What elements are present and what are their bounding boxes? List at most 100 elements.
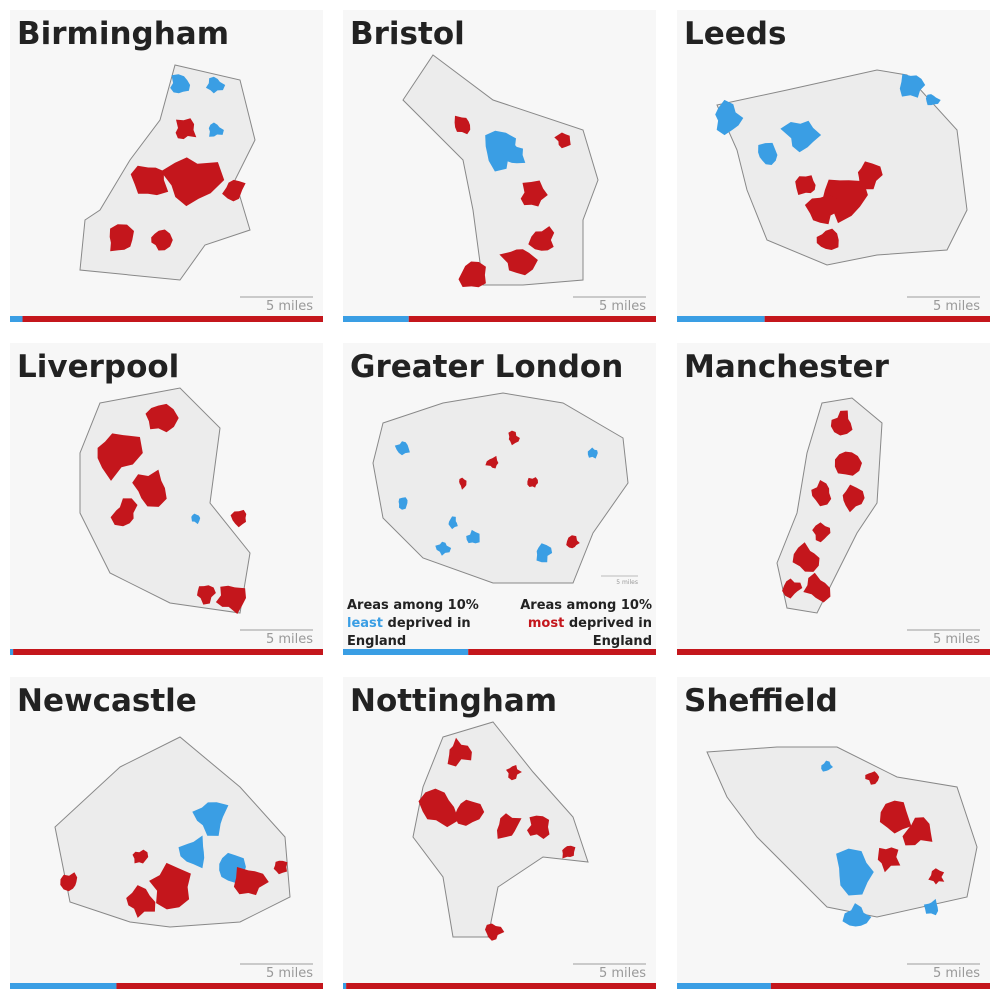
area [899, 73, 926, 98]
least-bar [10, 649, 14, 655]
area [151, 229, 173, 251]
least-bar [677, 316, 765, 322]
area [178, 835, 205, 869]
area [804, 194, 842, 225]
scale-label: 5 miles [266, 632, 313, 647]
area [520, 180, 548, 207]
area [191, 513, 201, 525]
panel: Bristol 5 miles [343, 10, 656, 322]
area [803, 572, 831, 603]
area [834, 451, 862, 476]
area [208, 122, 224, 137]
most-bar [346, 983, 656, 989]
panel-title: Sheffield [684, 683, 838, 719]
area [160, 157, 225, 207]
panel-title: Newcastle [17, 683, 197, 719]
area [527, 477, 538, 488]
area [528, 226, 555, 251]
area [418, 788, 459, 828]
map-outline [716, 69, 968, 266]
panel-title: Leeds [684, 16, 786, 52]
area [925, 94, 941, 106]
panel: Manchester 5 miles [677, 343, 990, 655]
area [466, 529, 480, 544]
least-bar [343, 316, 409, 322]
area [110, 498, 138, 527]
least-bar [10, 983, 117, 989]
area [447, 737, 472, 767]
legend-text: deprived in [569, 616, 652, 631]
area [758, 142, 778, 165]
area [527, 815, 550, 839]
panel: Greater London 5 miles Areas among 10% leas… [343, 343, 656, 655]
area [485, 455, 499, 469]
most-bar [116, 983, 323, 989]
scale-label: 5 miles [933, 299, 980, 314]
panel: Newcastle 5 miles [10, 677, 323, 989]
area [792, 542, 820, 572]
area [222, 179, 246, 202]
map-outline [372, 392, 629, 584]
most-bar [677, 649, 990, 655]
area [715, 99, 744, 136]
area [175, 118, 197, 140]
area [132, 469, 167, 507]
area [130, 165, 169, 196]
most-bar [468, 649, 656, 655]
legend-text: Areas among 10% [347, 598, 479, 613]
area [836, 848, 874, 896]
panel: Leeds 5 miles [677, 10, 990, 322]
area [830, 410, 853, 436]
area [821, 760, 833, 772]
area [454, 115, 471, 135]
area [928, 868, 945, 885]
area [126, 885, 156, 918]
legend-text: England [347, 634, 406, 649]
area [902, 817, 933, 846]
area [501, 140, 526, 164]
legend-text: Areas among 10% [520, 598, 652, 613]
area [822, 179, 868, 224]
area [566, 535, 580, 549]
most-bar [770, 983, 990, 989]
area [132, 849, 149, 864]
area [205, 76, 226, 94]
scale-label: 5 miles [266, 299, 313, 314]
area [197, 585, 216, 605]
panel-title: Liverpool [17, 349, 179, 385]
panel-title: Nottingham [350, 683, 557, 719]
legend-text: deprived in [388, 616, 471, 631]
panel-title: Bristol [350, 16, 465, 52]
area [398, 497, 408, 510]
area [497, 813, 522, 839]
area [215, 585, 246, 614]
area [192, 802, 229, 836]
most-bar [764, 316, 990, 322]
scale-label: 5 miles [266, 966, 313, 981]
area [842, 903, 872, 927]
scale-label: 5 miles [599, 966, 646, 981]
area [145, 403, 179, 433]
area [780, 120, 822, 153]
area [97, 433, 143, 481]
panel: Liverpool 5 miles [10, 343, 323, 655]
area [499, 249, 538, 276]
area [230, 509, 247, 528]
scale-label: 5 miles [933, 966, 980, 981]
legend-key: most [528, 616, 564, 631]
panel: Sheffield 5 miles [677, 677, 990, 989]
area [508, 430, 520, 446]
most-bar [22, 316, 324, 322]
area [149, 862, 191, 910]
scale-label: 5 miles [616, 579, 638, 586]
area [536, 543, 553, 563]
area [170, 74, 191, 94]
area [506, 765, 522, 781]
area [811, 480, 832, 507]
least-bar [677, 983, 771, 989]
area [109, 224, 134, 252]
area [459, 477, 467, 490]
legend-text: least deprived in [347, 616, 471, 631]
area [233, 867, 269, 896]
area [865, 771, 880, 785]
